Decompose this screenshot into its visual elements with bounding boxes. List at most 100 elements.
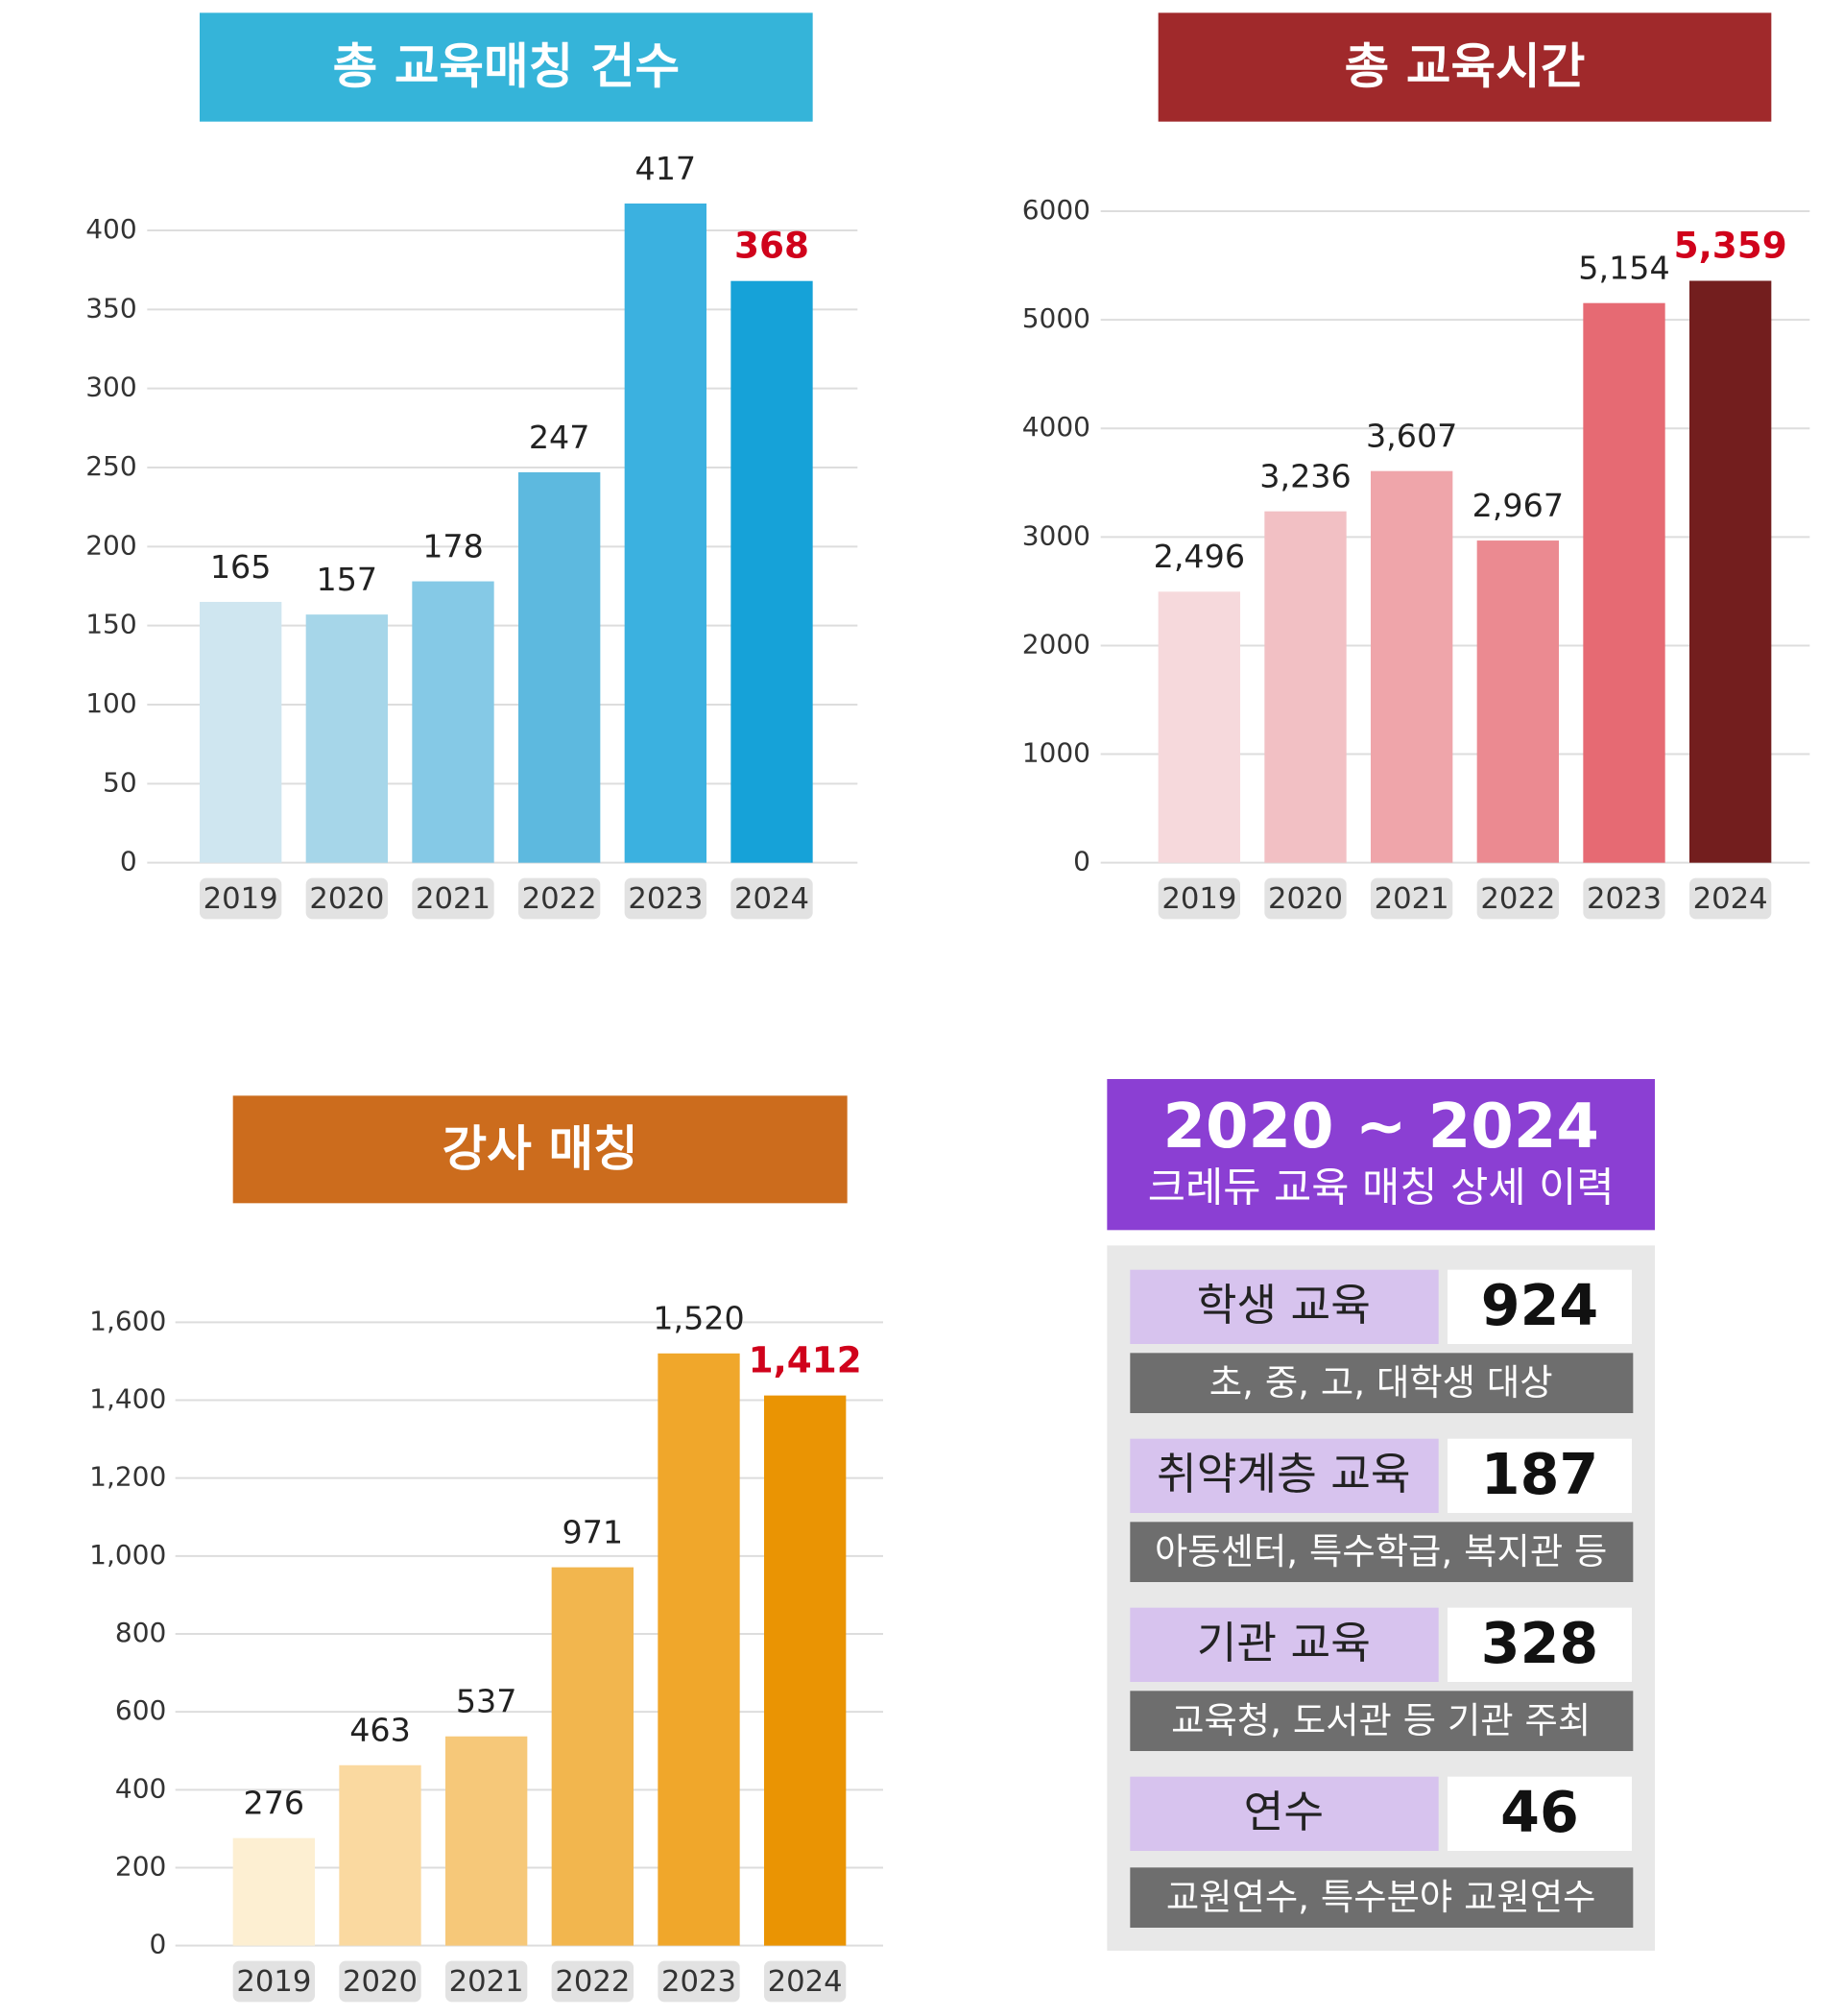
x-tick-label: 2020 <box>343 1965 418 1999</box>
year-box <box>518 877 601 920</box>
y-tick-label: 0 <box>150 1929 167 1960</box>
value-label: 463 <box>349 1712 411 1749</box>
value-label: 2,496 <box>1154 538 1245 575</box>
x-tick-label: 2020 <box>309 882 384 916</box>
y-tick-label: 300 <box>85 372 136 403</box>
year-box <box>1371 877 1453 920</box>
row-label-box <box>1130 1607 1439 1682</box>
bar <box>1264 511 1347 863</box>
bar <box>730 280 813 863</box>
value-label: 157 <box>317 561 378 598</box>
year-box <box>200 877 282 920</box>
row-value-box <box>1448 1269 1632 1344</box>
y-tick-label: 0 <box>120 846 137 877</box>
year-box <box>232 1960 315 2003</box>
y-tick-label: 400 <box>115 1772 166 1804</box>
x-tick-label: 2021 <box>1375 882 1449 916</box>
value-label: 971 <box>562 1513 624 1550</box>
row-description: 아동센터, 특수학급, 복지관 등 <box>1155 1530 1607 1572</box>
x-tick-label: 2021 <box>449 1965 524 1999</box>
row-description-box <box>1130 1353 1634 1413</box>
year-box <box>730 877 813 920</box>
year-box <box>1476 877 1559 920</box>
x-tick-label: 2023 <box>661 1965 736 1999</box>
chart-title-box <box>232 1095 848 1204</box>
row-label-box <box>1130 1776 1439 1851</box>
year-box <box>624 877 706 920</box>
x-tick-label: 2023 <box>1587 882 1662 916</box>
x-tick-label: 2021 <box>416 882 491 916</box>
year-box <box>764 1960 847 2003</box>
y-tick-label: 250 <box>85 450 136 482</box>
bar <box>764 1395 847 1946</box>
row-value: 46 <box>1500 1780 1579 1845</box>
value-label: 3,607 <box>1366 418 1457 455</box>
panel-subtitle: 크레듀 교육 매칭 상세 이력 <box>1148 1164 1615 1212</box>
bar <box>551 1567 634 1946</box>
row-description: 교육청, 도서관 등 기관 주최 <box>1171 1699 1591 1741</box>
bar <box>305 614 388 863</box>
x-tick-label: 2024 <box>734 882 809 916</box>
bar <box>412 581 494 863</box>
row-label-box <box>1130 1269 1439 1344</box>
row-label: 기관 교육 <box>1197 1618 1371 1668</box>
y-tick-label: 1,000 <box>89 1539 166 1571</box>
row-description-box <box>1130 1522 1634 1582</box>
value-label: 1,412 <box>749 1338 862 1380</box>
value-label: 368 <box>734 225 809 267</box>
y-tick-label: 1,600 <box>89 1305 166 1336</box>
bar <box>518 471 601 863</box>
y-tick-label: 3000 <box>1022 519 1090 551</box>
bar <box>200 601 282 863</box>
year-box <box>1583 877 1665 920</box>
bar <box>1583 302 1665 863</box>
year-box <box>445 1960 528 2003</box>
y-tick-label: 50 <box>103 766 137 798</box>
y-tick-label: 6000 <box>1022 194 1090 226</box>
bar <box>232 1837 315 1946</box>
y-tick-label: 100 <box>85 687 136 719</box>
bar <box>1476 540 1559 863</box>
x-tick-label: 2019 <box>236 1965 311 1999</box>
year-box <box>551 1960 634 2003</box>
year-box <box>658 1960 740 2003</box>
bar <box>658 1353 740 1946</box>
row-label-box <box>1130 1438 1439 1513</box>
value-label: 5,154 <box>1578 250 1669 287</box>
row-description-box <box>1130 1691 1634 1751</box>
y-tick-label: 1,200 <box>89 1461 166 1493</box>
bar <box>624 204 706 863</box>
row-description: 교원연수, 특수분야 교원연수 <box>1166 1876 1596 1918</box>
y-tick-label: 4000 <box>1022 411 1090 443</box>
value-label: 178 <box>422 527 484 564</box>
panel-header <box>1107 1079 1655 1231</box>
x-tick-label: 2019 <box>203 882 278 916</box>
year-box <box>1264 877 1347 920</box>
year-box <box>339 1960 421 2003</box>
value-label: 247 <box>529 419 590 456</box>
row-value: 924 <box>1481 1273 1598 1338</box>
value-label: 2,967 <box>1472 487 1564 524</box>
chart-title: 총 교육매칭 건수 <box>333 38 680 95</box>
row-label: 학생 교육 <box>1197 1280 1371 1331</box>
x-tick-label: 2024 <box>1693 882 1768 916</box>
y-tick-label: 350 <box>85 292 136 324</box>
x-tick-label: 2022 <box>522 882 597 916</box>
row-value-box <box>1448 1607 1632 1682</box>
y-tick-label: 0 <box>1073 846 1090 877</box>
bar <box>1371 470 1453 863</box>
x-tick-label: 2019 <box>1161 882 1236 916</box>
row-value: 187 <box>1481 1442 1598 1507</box>
x-tick-label: 2023 <box>628 882 703 916</box>
y-tick-label: 1000 <box>1022 737 1090 769</box>
row-value-box <box>1448 1776 1632 1851</box>
year-box <box>1689 877 1772 920</box>
panel-title: 2020 ~ 2024 <box>1162 1092 1598 1163</box>
value-label: 276 <box>244 1784 305 1821</box>
y-tick-label: 5000 <box>1022 302 1090 334</box>
bar <box>1689 280 1772 863</box>
year-box <box>305 877 388 920</box>
row-label: 취약계층 교육 <box>1157 1449 1411 1500</box>
x-tick-label: 2022 <box>1480 882 1555 916</box>
y-tick-label: 200 <box>85 529 136 561</box>
